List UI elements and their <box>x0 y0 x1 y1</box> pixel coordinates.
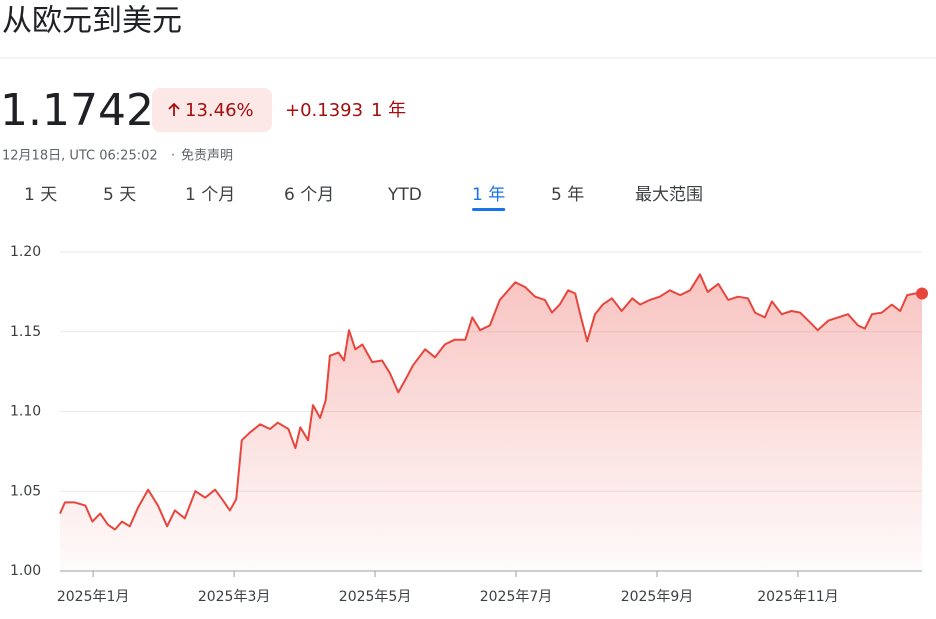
last-point <box>916 287 928 300</box>
y-tick-label: 1.05 <box>10 483 41 499</box>
tab[interactable]: 1 年 <box>472 185 505 205</box>
y-tick-label: 1.10 <box>10 404 41 420</box>
tab[interactable]: 最大范围 <box>635 185 703 205</box>
x-tick-label: 2025年1月 <box>57 589 130 605</box>
change-pct: 13.46% <box>185 100 254 121</box>
tab[interactable]: 1 个月 <box>185 185 235 205</box>
tab[interactable]: YTD <box>387 185 422 205</box>
tab-underline <box>472 208 506 211</box>
change-badge <box>152 88 272 132</box>
x-tick-label: 2025年11月 <box>757 589 838 605</box>
y-tick-label: 1.00 <box>10 563 41 579</box>
x-tick-label: 2025年3月 <box>198 589 271 605</box>
change-abs: +0.1393 <box>285 100 363 121</box>
y-tick-label: 1.15 <box>10 324 41 340</box>
chart: 1.00 1.05 1.10 1.15 1.20 2025年1月 2025年3月 2025年5… <box>10 244 928 605</box>
x-tick-label: 2025年7月 <box>480 589 553 605</box>
price: 1.1742 <box>0 85 154 136</box>
tabs: 1 天 5 天 1 个月 6 个月 YTD 1 年 5 年 最大范围 <box>24 185 703 211</box>
disclaimer[interactable]: 免责声明 <box>181 149 233 164</box>
tab[interactable]: 6 个月 <box>284 185 334 205</box>
separator: · <box>171 149 175 164</box>
area-fill <box>60 274 922 571</box>
timestamp: 12月18日, UTC 06:25:02 <box>2 149 158 164</box>
tab[interactable]: 1 天 <box>24 185 57 205</box>
down-up-arrow <box>168 102 180 116</box>
price-line <box>59 273 922 531</box>
title: 从欧元到美元 <box>2 4 182 39</box>
x-tick-label: 2025年5月 <box>339 589 412 605</box>
tab[interactable]: 5 年 <box>551 185 584 205</box>
x-tick-label: 2025年9月 <box>621 589 694 605</box>
change-period: 1 年 <box>371 100 406 121</box>
y-tick-label: 1.20 <box>10 244 41 260</box>
tab[interactable]: 5 天 <box>103 185 136 205</box>
